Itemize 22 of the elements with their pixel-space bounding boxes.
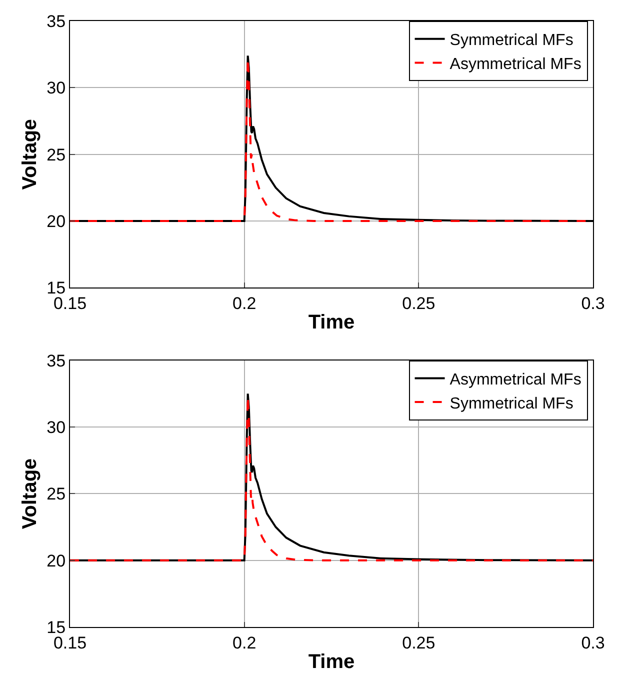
legend-label: Asymmetrical MFs bbox=[450, 372, 582, 388]
y-axis-title: Voltage bbox=[19, 458, 42, 530]
y-tick-label: 30 bbox=[46, 418, 66, 437]
legend-label: Asymmetrical MFs bbox=[450, 56, 582, 73]
y-tick-label: 35 bbox=[46, 12, 66, 31]
x-tick-label: 0.25 bbox=[402, 633, 436, 652]
x-tick-label: 0.25 bbox=[402, 294, 436, 314]
legend-label: Symmetrical MFs bbox=[450, 32, 574, 50]
x-tick-label: 0.2 bbox=[232, 633, 256, 652]
x-axis-title: Time bbox=[308, 650, 355, 673]
x-axis-title: Time bbox=[308, 312, 355, 334]
y-tick-label: 35 bbox=[46, 351, 66, 370]
y-tick-label: 20 bbox=[46, 551, 66, 570]
y-tick-label: 20 bbox=[46, 212, 66, 231]
x-tick-label: 0.3 bbox=[581, 294, 605, 314]
legend-label: Symmetrical MFs bbox=[450, 395, 574, 412]
y-tick-label: 25 bbox=[46, 145, 66, 164]
x-tick-label: 0.3 bbox=[581, 633, 605, 652]
y-tick-label: 30 bbox=[46, 78, 66, 98]
y-tick-label: 25 bbox=[46, 484, 66, 504]
x-tick-label: 0.2 bbox=[232, 294, 256, 314]
y-axis-title: Voltage bbox=[19, 118, 42, 190]
